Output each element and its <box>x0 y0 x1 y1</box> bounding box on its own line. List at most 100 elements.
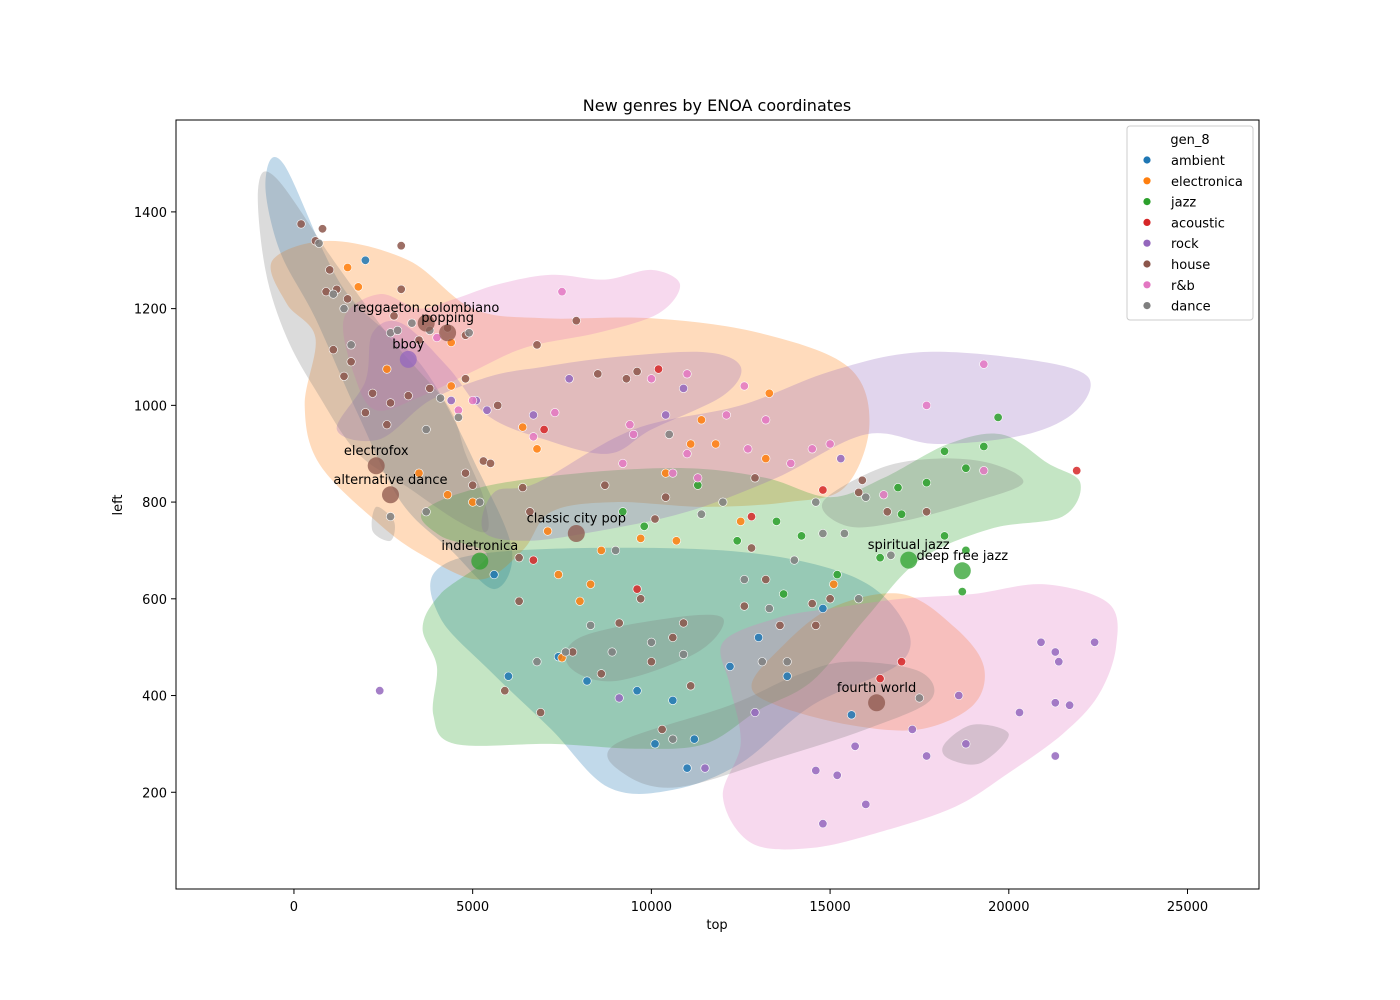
point-dance <box>339 304 349 314</box>
point-acoustic <box>1072 466 1082 476</box>
point-ambient <box>582 676 592 686</box>
genre-label: spiritual jazz <box>868 538 950 553</box>
point-r-b <box>468 395 478 405</box>
point-rock <box>861 799 871 809</box>
x-tick-label: 0 <box>290 900 298 915</box>
point-jazz <box>832 570 842 580</box>
density-region-rock <box>481 351 1091 541</box>
point-r-b <box>668 468 678 478</box>
x-axis-ticks: 0 5000 10000 15000 20000 25000 <box>290 889 1208 915</box>
point-jazz <box>893 483 903 493</box>
point-house <box>514 596 524 606</box>
point-dance <box>346 340 356 350</box>
point-rock <box>1050 647 1060 657</box>
point-jazz <box>897 509 907 519</box>
genre-label: bboy <box>392 337 424 352</box>
point-dance <box>764 603 774 613</box>
point-acoustic <box>746 512 756 522</box>
point-jazz <box>779 589 789 599</box>
point-dance <box>854 594 864 604</box>
point-ambient <box>360 255 370 265</box>
point-r-b <box>739 381 749 391</box>
x-tick-label: 10000 <box>631 900 672 915</box>
point-house <box>857 475 867 485</box>
point-r-b <box>979 359 989 369</box>
x-tick-label: 5000 <box>456 900 489 915</box>
genre-label-marker <box>900 551 918 569</box>
point-house <box>382 420 392 430</box>
genre-label-marker <box>417 314 435 332</box>
density-region-dance <box>942 724 1009 765</box>
density-region-electronica <box>751 593 985 731</box>
point-acoustic <box>632 584 642 594</box>
point-house <box>600 480 610 490</box>
legend-entries: ambient electronica jazz acoustic rock house r… <box>1143 154 1243 315</box>
point-rock <box>564 374 574 384</box>
genre-label: fourth world <box>837 681 916 696</box>
point-dance <box>861 492 871 502</box>
point-jazz <box>796 531 806 541</box>
scatter-points <box>296 219 1100 829</box>
y-tick-label: 1200 <box>134 303 167 318</box>
point-r-b <box>693 473 703 483</box>
point-dance <box>532 657 542 667</box>
point-house <box>525 507 535 517</box>
legend-marker <box>1143 156 1151 164</box>
point-electronica <box>686 439 696 449</box>
point-house <box>775 620 785 630</box>
point-rock <box>446 395 456 405</box>
point-rock <box>818 819 828 829</box>
point-house <box>414 335 424 345</box>
legend-label: house <box>1171 258 1210 273</box>
point-dance <box>453 412 463 422</box>
point-house <box>922 507 932 517</box>
point-house <box>661 492 671 502</box>
point-dance <box>611 545 621 555</box>
point-rock <box>661 410 671 420</box>
point-house <box>807 599 817 609</box>
point-dance <box>421 424 431 434</box>
point-rock <box>1050 751 1060 761</box>
point-rock <box>811 765 821 775</box>
point-electronica <box>636 533 646 543</box>
point-dance <box>314 238 324 248</box>
legend-title: gen_8 <box>1170 133 1209 148</box>
density-region-ambient <box>430 547 911 794</box>
point-electronica <box>829 579 839 589</box>
point-house <box>343 294 353 304</box>
point-house <box>571 316 581 326</box>
density-region-dance <box>821 458 1024 528</box>
point-house <box>686 681 696 691</box>
point-dance <box>385 512 395 522</box>
point-rock <box>1065 700 1075 710</box>
legend: gen_8 ambient electronica jazz acoustic rock… <box>1126 125 1254 321</box>
point-rock <box>907 724 917 734</box>
point-electronica <box>764 388 774 398</box>
chart-title: New genres by ENOA coordinates <box>583 96 851 115</box>
point-house <box>339 371 349 381</box>
density-region-dance <box>257 171 489 533</box>
density-region-dance <box>607 661 935 788</box>
point-house <box>360 408 370 418</box>
point-house <box>296 219 306 229</box>
x-tick-label: 20000 <box>988 900 1029 915</box>
point-r-b <box>807 444 817 454</box>
genre-label-marker <box>382 486 399 504</box>
point-dance <box>435 393 445 403</box>
point-electronica <box>711 439 721 449</box>
point-rock <box>836 454 846 464</box>
point-jazz <box>939 446 949 456</box>
y-axis-label: left <box>111 494 126 515</box>
point-electronica <box>518 422 528 432</box>
point-rock <box>614 693 624 703</box>
point-rock <box>922 751 932 761</box>
point-r-b <box>682 449 692 459</box>
point-house <box>825 594 835 604</box>
point-house <box>646 657 656 667</box>
point-ambient <box>489 570 499 580</box>
point-house <box>385 398 395 408</box>
point-jazz <box>732 536 742 546</box>
point-electronica <box>443 490 453 500</box>
point-acoustic <box>528 555 538 565</box>
